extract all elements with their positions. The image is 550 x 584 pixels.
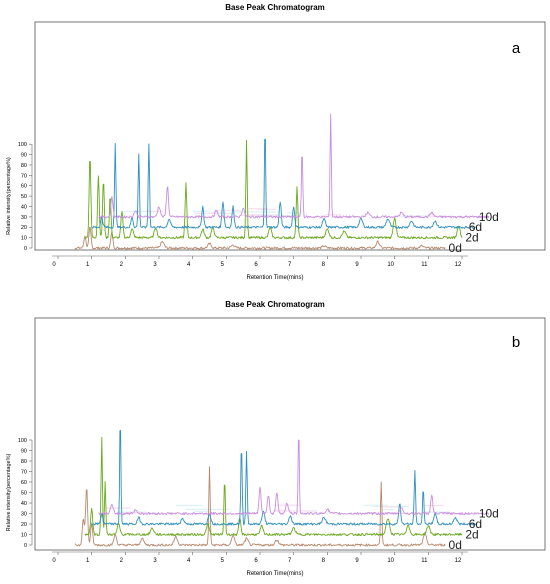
y-axis-label: Relative intensity(percentage%) xyxy=(6,454,12,532)
y-tick-label: 100 xyxy=(18,142,27,148)
x-tick-label: 11 xyxy=(421,262,428,268)
x-tick-label: 10 xyxy=(387,262,394,268)
y-tick-label: 40 xyxy=(21,204,27,210)
background-smear xyxy=(124,208,464,218)
panel-label: b xyxy=(512,334,520,351)
x-tick-label: 7 xyxy=(288,262,292,268)
series-label-2d: 2d xyxy=(465,231,478,245)
x-tick-label: 8 xyxy=(322,262,326,268)
y-tick-label: 50 xyxy=(21,194,27,200)
series-line-6d xyxy=(91,138,476,229)
series-label-0d: 0d xyxy=(449,241,462,255)
x-tick-label: 3 xyxy=(153,558,157,564)
y-tick-label: 40 xyxy=(21,501,27,507)
series-label-0d: 0d xyxy=(449,538,462,552)
y-tick-label: 100 xyxy=(18,438,27,444)
y-tick-label: 80 xyxy=(21,163,27,169)
x-tick-label: 0 xyxy=(52,558,56,564)
y-tick-label: 30 xyxy=(21,512,27,518)
series-line-2d xyxy=(84,139,463,240)
chart-title: Base Peak Chromatogram xyxy=(225,3,325,12)
x-axis-label: Retention Time(mins) xyxy=(246,571,303,577)
y-tick-label: 10 xyxy=(21,533,27,539)
y-tick-label: 90 xyxy=(21,153,27,159)
x-tick-label: 2 xyxy=(120,558,124,564)
y-tick-label: 50 xyxy=(21,491,27,497)
chart-panel-b: Base Peak Chromatogramb01020304050607080… xyxy=(6,300,546,577)
x-tick-label: 9 xyxy=(355,558,359,564)
x-tick-label: 5 xyxy=(221,262,225,268)
x-tick-label: 7 xyxy=(288,558,292,564)
y-tick-label: 70 xyxy=(21,173,27,179)
y-tick-label: 60 xyxy=(21,184,27,190)
y-tick-label: 80 xyxy=(21,459,27,465)
x-tick-label: 3 xyxy=(153,262,157,268)
x-tick-label: 6 xyxy=(254,558,258,564)
y-axis-label: Relative intensity(percentage%) xyxy=(6,157,12,235)
series-line-0d xyxy=(74,226,446,250)
series-line-10d xyxy=(98,113,490,219)
x-axis-label: Retention Time(mins) xyxy=(246,275,303,281)
y-tick-label: 90 xyxy=(21,449,27,455)
x-tick-label: 11 xyxy=(421,558,428,564)
y-tick-label: 0 xyxy=(24,543,27,549)
series-label-6d: 6d xyxy=(469,220,482,234)
series-label-6d: 6d xyxy=(469,517,482,531)
x-tick-label: 1 xyxy=(86,262,90,268)
x-tick-label: 4 xyxy=(187,558,191,564)
y-tick-label: 0 xyxy=(24,246,27,252)
x-tick-label: 9 xyxy=(355,262,359,268)
y-tick-label: 70 xyxy=(21,470,27,476)
series-line-2d xyxy=(84,436,463,537)
plot-frame xyxy=(34,21,546,251)
series-line-10d xyxy=(98,439,490,516)
y-tick-label: 30 xyxy=(21,215,27,221)
x-tick-label: 12 xyxy=(455,558,462,564)
x-tick-label: 10 xyxy=(387,558,394,564)
y-tick-label: 20 xyxy=(21,225,27,231)
series-label-10d: 10d xyxy=(479,210,499,224)
series-line-0d xyxy=(74,466,446,547)
y-tick-label: 20 xyxy=(21,522,27,528)
x-tick-label: 0 xyxy=(52,262,56,268)
plot-frame xyxy=(34,317,546,551)
chart-title: Base Peak Chromatogram xyxy=(225,300,325,309)
panel-label: a xyxy=(512,40,521,57)
x-tick-label: 6 xyxy=(254,262,258,268)
x-tick-label: 1 xyxy=(86,558,90,564)
x-tick-label: 4 xyxy=(187,262,191,268)
x-tick-label: 5 xyxy=(221,558,225,564)
x-tick-label: 12 xyxy=(455,262,462,268)
y-tick-label: 10 xyxy=(21,236,27,242)
series-line-6d xyxy=(91,430,476,526)
x-tick-label: 8 xyxy=(322,558,326,564)
chart-panel-a: Base Peak Chromatograma01020304050607080… xyxy=(6,3,546,281)
series-label-2d: 2d xyxy=(465,528,478,542)
x-tick-label: 2 xyxy=(120,262,124,268)
series-label-10d: 10d xyxy=(479,507,499,521)
y-tick-label: 60 xyxy=(21,480,27,486)
